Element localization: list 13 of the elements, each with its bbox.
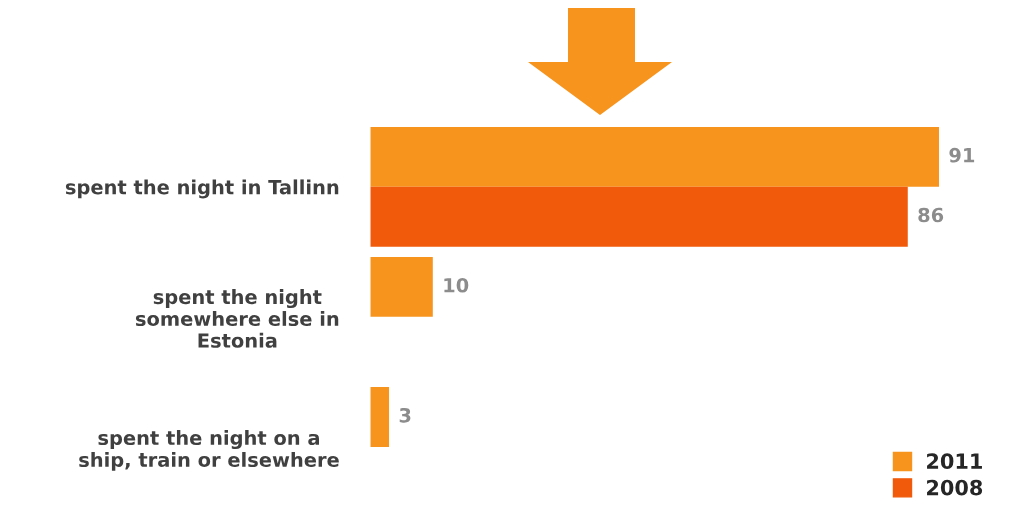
bar	[370, 257, 433, 317]
data-label: 91	[949, 147, 975, 163]
data-label: 86	[918, 207, 944, 223]
data-label: 10	[444, 277, 469, 293]
bar	[370, 387, 390, 447]
y-tick-label: spent the night on a ship, train or elsewhere	[79, 430, 339, 471]
bar	[370, 126, 940, 187]
legend-label: 2008	[927, 479, 983, 496]
y-tick-label: spent the night in Tallinn	[65, 179, 339, 199]
bar	[370, 186, 908, 247]
legend-label: 2011	[927, 453, 982, 470]
data-label: 3	[399, 407, 411, 423]
y-tick-label: spent the night somewhere else in Estonia	[135, 289, 339, 348]
